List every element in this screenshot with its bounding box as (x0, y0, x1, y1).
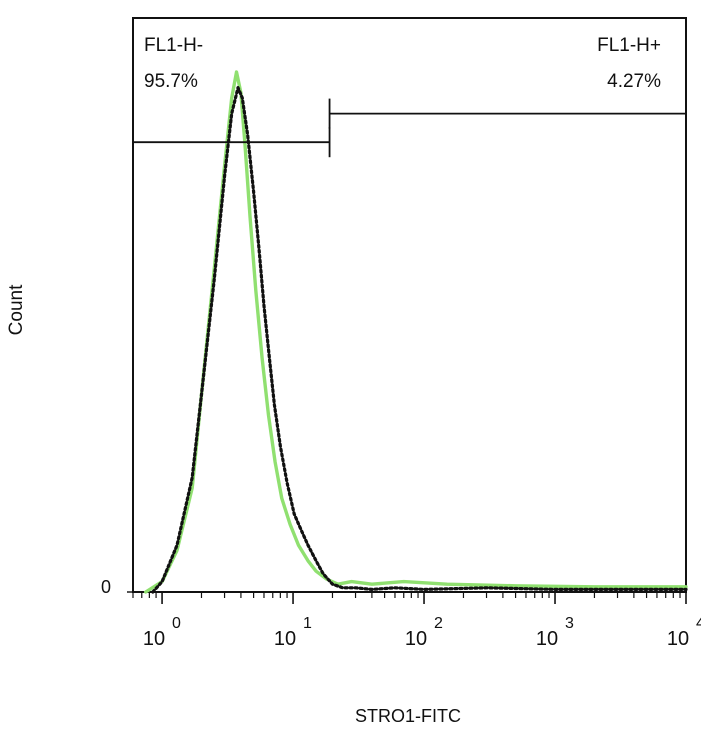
x-tick-label: 10 (667, 628, 689, 650)
x-tick-exponent: 4 (696, 615, 701, 632)
gate-positive-percent: 4.27% (607, 71, 661, 92)
gate-negative-name: FL1-H- (144, 35, 203, 56)
x-tick-exponent: 1 (303, 615, 312, 632)
y-axis-label: Count (6, 284, 27, 335)
x-tick-exponent: 3 (565, 615, 574, 632)
x-tick-exponent: 2 (434, 615, 443, 632)
x-tick-exponent: 0 (172, 615, 181, 632)
x-axis-label: STRO1-FITC (355, 706, 461, 726)
x-tick-label: 10 (143, 628, 165, 650)
control-histogram-line (151, 85, 688, 594)
gate-positive-name: FL1-H+ (597, 35, 661, 56)
gate-negative-percent: 95.7% (144, 71, 198, 92)
x-tick-label: 10 (536, 628, 558, 650)
y-tick-label: 0 (101, 577, 111, 597)
plot-frame (132, 17, 687, 593)
x-tick-label: 10 (274, 628, 296, 650)
x-tick-label: 10 (405, 628, 427, 650)
